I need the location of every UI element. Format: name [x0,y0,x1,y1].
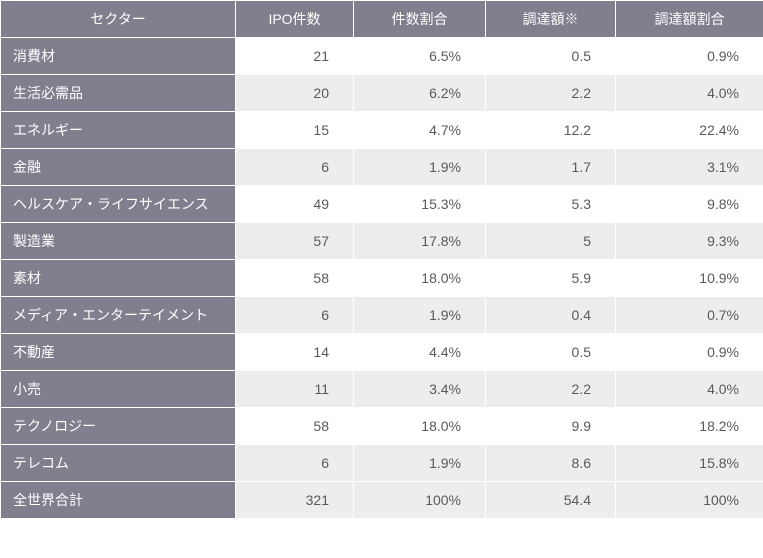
cell-amount-share-total: 100% [616,482,763,519]
cell-ipo-count: 15 [236,112,354,149]
cell-amount-share: 0.7% [616,297,763,334]
cell-amount-share: 18.2% [616,408,763,445]
cell-ipo-count-total: 321 [236,482,354,519]
table-row: 生活必需品 20 6.2% 2.2 4.0% [1,75,763,112]
cell-amount-share: 22.4% [616,112,763,149]
cell-amount-share: 9.8% [616,186,763,223]
cell-amount-share: 9.3% [616,223,763,260]
cell-amount-share: 0.9% [616,334,763,371]
cell-count-share: 18.0% [354,408,486,445]
table-total-row: 全世界合計 321 100% 54.4 100% [1,482,763,519]
cell-amount-share: 15.8% [616,445,763,482]
table-row: メディア・エンターテイメント 6 1.9% 0.4 0.7% [1,297,763,334]
cell-count-share: 3.4% [354,371,486,408]
cell-sector: エネルギー [1,112,236,149]
cell-ipo-count: 21 [236,38,354,75]
cell-sector: 小売 [1,371,236,408]
cell-amount: 2.2 [486,371,616,408]
table-row: テレコム 6 1.9% 8.6 15.8% [1,445,763,482]
cell-count-share: 18.0% [354,260,486,297]
table-row: 消費材 21 6.5% 0.5 0.9% [1,38,763,75]
cell-ipo-count: 20 [236,75,354,112]
cell-amount-total: 54.4 [486,482,616,519]
cell-count-share-total: 100% [354,482,486,519]
cell-sector: 不動産 [1,334,236,371]
cell-ipo-count: 6 [236,149,354,186]
cell-amount: 8.6 [486,445,616,482]
cell-count-share: 6.2% [354,75,486,112]
cell-amount: 5.3 [486,186,616,223]
cell-ipo-count: 6 [236,445,354,482]
cell-sector: ヘルスケア・ライフサイエンス [1,186,236,223]
cell-amount: 5.9 [486,260,616,297]
table-row: 素材 58 18.0% 5.9 10.9% [1,260,763,297]
cell-ipo-count: 14 [236,334,354,371]
col-header-amount-share: 調達額割合 [616,1,763,38]
table-row: 小売 11 3.4% 2.2 4.0% [1,371,763,408]
cell-sector: 金融 [1,149,236,186]
cell-sector: テレコム [1,445,236,482]
table-body: 消費材 21 6.5% 0.5 0.9% 生活必需品 20 6.2% 2.2 4… [1,38,763,519]
table-row: 製造業 57 17.8% 5 9.3% [1,223,763,260]
cell-amount: 12.2 [486,112,616,149]
cell-count-share: 1.9% [354,445,486,482]
cell-sector: メディア・エンターテイメント [1,297,236,334]
cell-amount: 0.5 [486,334,616,371]
cell-ipo-count: 57 [236,223,354,260]
cell-sector: 消費材 [1,38,236,75]
cell-count-share: 1.9% [354,149,486,186]
cell-sector: 生活必需品 [1,75,236,112]
table-row: テクノロジー 58 18.0% 9.9 18.2% [1,408,763,445]
cell-amount-share: 4.0% [616,75,763,112]
cell-count-share: 4.7% [354,112,486,149]
cell-sector: 素材 [1,260,236,297]
table-row: 金融 6 1.9% 1.7 3.1% [1,149,763,186]
cell-sector: 製造業 [1,223,236,260]
col-header-ipo-count: IPO件数 [236,1,354,38]
cell-ipo-count: 6 [236,297,354,334]
cell-ipo-count: 11 [236,371,354,408]
cell-ipo-count: 58 [236,260,354,297]
cell-ipo-count: 49 [236,186,354,223]
cell-amount: 1.7 [486,149,616,186]
cell-amount: 0.5 [486,38,616,75]
cell-amount: 2.2 [486,75,616,112]
col-header-amount: 調達額※ [486,1,616,38]
cell-amount-share: 3.1% [616,149,763,186]
col-header-sector: セクター [1,1,236,38]
cell-count-share: 15.3% [354,186,486,223]
col-header-count-share: 件数割合 [354,1,486,38]
cell-amount: 5 [486,223,616,260]
cell-sector-total: 全世界合計 [1,482,236,519]
cell-count-share: 6.5% [354,38,486,75]
cell-amount-share: 4.0% [616,371,763,408]
cell-count-share: 17.8% [354,223,486,260]
ipo-sector-table: セクター IPO件数 件数割合 調達額※ 調達額割合 消費材 21 6.5% 0… [0,0,763,519]
cell-count-share: 1.9% [354,297,486,334]
cell-sector: テクノロジー [1,408,236,445]
table-header-row: セクター IPO件数 件数割合 調達額※ 調達額割合 [1,1,763,38]
cell-amount-share: 10.9% [616,260,763,297]
cell-amount: 0.4 [486,297,616,334]
cell-count-share: 4.4% [354,334,486,371]
cell-amount: 9.9 [486,408,616,445]
table-row: エネルギー 15 4.7% 12.2 22.4% [1,112,763,149]
table-row: 不動産 14 4.4% 0.5 0.9% [1,334,763,371]
cell-ipo-count: 58 [236,408,354,445]
cell-amount-share: 0.9% [616,38,763,75]
table-row: ヘルスケア・ライフサイエンス 49 15.3% 5.3 9.8% [1,186,763,223]
